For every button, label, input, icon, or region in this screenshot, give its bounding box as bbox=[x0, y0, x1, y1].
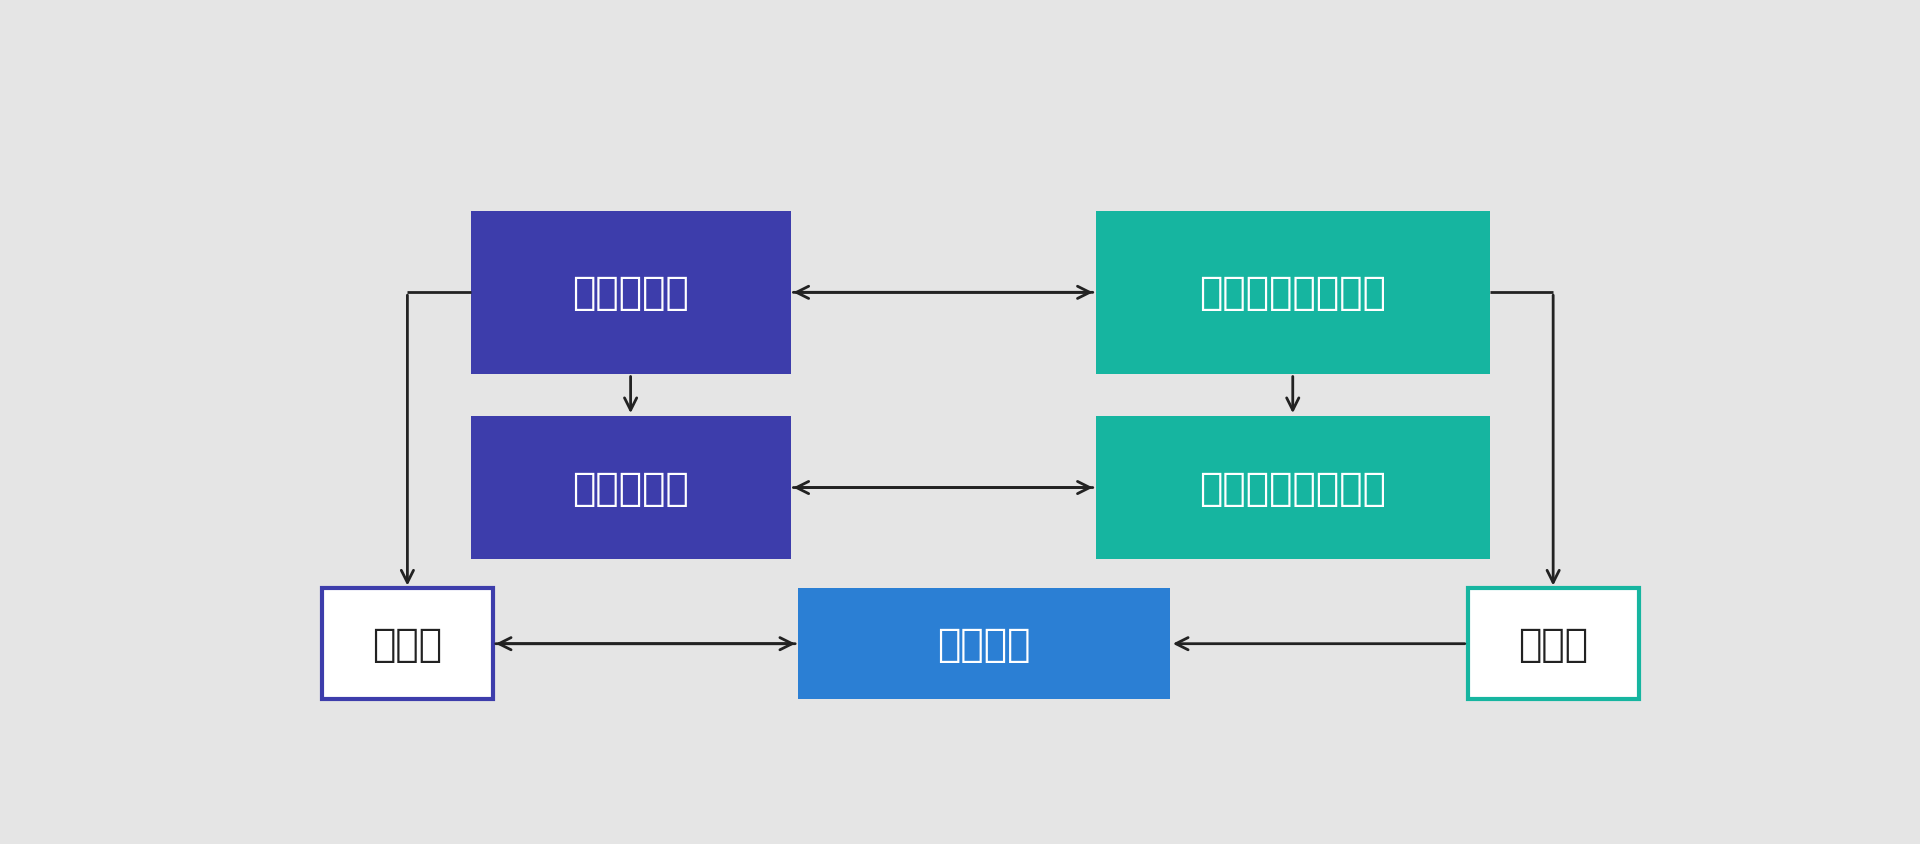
Text: 客户软件: 客户软件 bbox=[937, 625, 1031, 663]
Bar bbox=[323, 589, 493, 699]
Bar bbox=[470, 212, 791, 374]
Bar bbox=[1096, 416, 1490, 560]
Bar bbox=[799, 589, 1169, 699]
Bar bbox=[1467, 589, 1638, 699]
Bar bbox=[1096, 212, 1490, 374]
Text: 服务器: 服务器 bbox=[1519, 625, 1588, 663]
Text: 服务器: 服务器 bbox=[372, 625, 442, 663]
Bar bbox=[470, 416, 791, 560]
Text: 电子卡监控: 电子卡监控 bbox=[572, 469, 689, 507]
Text: 运动逆变器电子卡: 运动逆变器电子卡 bbox=[1200, 469, 1386, 507]
Text: 运动与监控控制器: 运动与监控控制器 bbox=[1200, 274, 1386, 312]
Text: 监控控制器: 监控控制器 bbox=[572, 274, 689, 312]
